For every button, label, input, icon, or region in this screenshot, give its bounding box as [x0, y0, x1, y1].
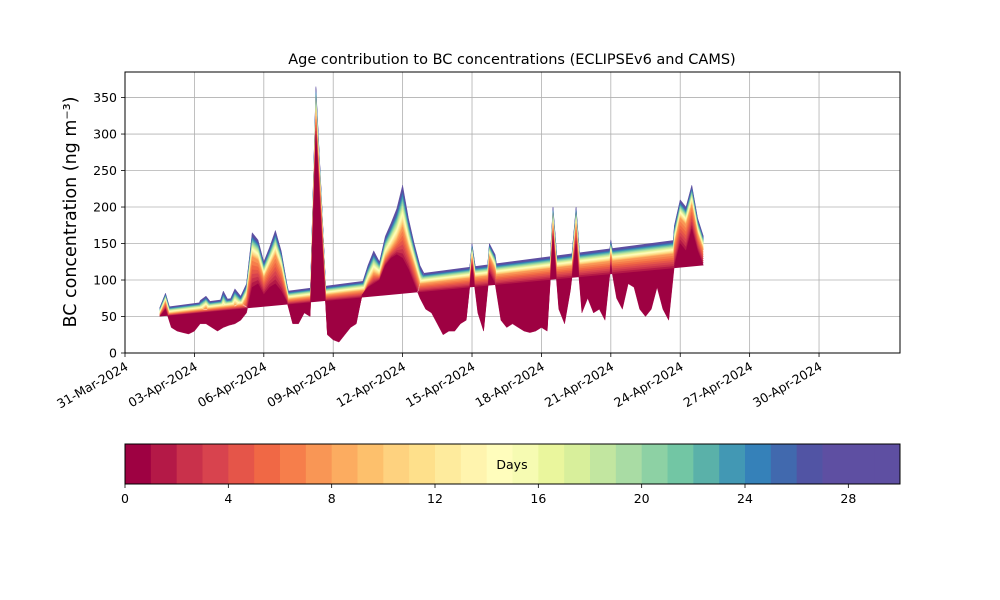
colorbar-cell: [460, 444, 488, 484]
x-tick-label: 27-Apr-2024: [681, 359, 755, 411]
colorbar-tick-label: 24: [737, 491, 753, 506]
x-tick-label: 12-Apr-2024: [334, 359, 408, 411]
colorbar-tick-label: 4: [224, 491, 232, 506]
colorbar-cells: [125, 444, 901, 484]
y-tick-label: 200: [93, 200, 117, 215]
colorbar-cell: [125, 444, 152, 484]
colorbar-cell: [305, 444, 333, 484]
x-tick-label: 21-Apr-2024: [542, 359, 616, 411]
colorbar-cell: [796, 444, 823, 484]
colorbar-tick-label: 8: [328, 491, 336, 506]
colorbar-cell: [228, 444, 255, 484]
y-tick-label: 50: [101, 309, 117, 324]
colorbar-tick-label: 20: [634, 491, 650, 506]
colorbar-cell: [176, 444, 203, 484]
colorbar-cell: [822, 444, 849, 484]
plot-frame: [124, 71, 901, 354]
colorbar-cell: [667, 444, 694, 484]
stacked-areas: [159, 86, 704, 343]
colorbar-cell: [564, 444, 591, 484]
x-axis-ticks: 31-Mar-202403-Apr-202406-Apr-202409-Apr-…: [54, 353, 825, 412]
colorbar-cell: [538, 444, 565, 484]
colorbar-cell: [693, 444, 720, 484]
y-tick-label: 0: [109, 346, 117, 361]
colorbar-cell: [641, 444, 668, 484]
colorbar-cell: [357, 444, 384, 484]
x-tick-label: 06-Apr-2024: [195, 359, 269, 411]
colorbar-ticks: 0 4 8 12 16 20 24 28: [121, 484, 856, 506]
y-tick-label: 350: [93, 90, 117, 105]
colorbar-cell: [331, 444, 358, 484]
colorbar-cell: [745, 444, 772, 484]
colorbar-cell: [848, 444, 875, 484]
x-tick-label: 24-Apr-2024: [611, 359, 685, 411]
colorbar-tick-label: 28: [840, 491, 856, 506]
colorbar-cell: [486, 444, 513, 484]
colorbar-cell: [202, 444, 229, 484]
colorbar-cell: [150, 444, 178, 484]
y-tick-label: 250: [93, 163, 117, 178]
x-tick-label: 15-Apr-2024: [403, 359, 477, 411]
colorbar-label: Days: [496, 457, 527, 472]
colorbar-frame: [124, 443, 901, 485]
colorbar-cell: [280, 444, 307, 484]
colorbar-tick-label: 0: [121, 491, 129, 506]
y-tick-label: 300: [93, 127, 117, 142]
age-band-0: [159, 133, 704, 343]
colorbar-cell: [435, 444, 462, 484]
x-tick-label: 09-Apr-2024: [264, 359, 338, 411]
y-axis-label: BC concentration (ng m⁻³): [61, 97, 81, 328]
colorbar-cell: [590, 444, 617, 484]
colorbar-cell: [874, 444, 901, 484]
chart-title: Age contribution to BC concentrations (E…: [288, 52, 735, 68]
y-tick-label: 150: [93, 236, 117, 251]
colorbar-cell: [615, 444, 643, 484]
colorbar-tick-label: 16: [530, 491, 546, 506]
x-tick-label: 30-Apr-2024: [750, 359, 824, 411]
colorbar-tick-label: 12: [427, 491, 443, 506]
colorbar-cell: [409, 444, 436, 484]
x-tick-label: 18-Apr-2024: [472, 359, 546, 411]
y-axis-ticks: 0 50 100 150 200 250 300 350: [93, 90, 125, 361]
colorbar-cell: [383, 444, 410, 484]
colorbar: Days 0 4 8 12 16 20 24 28: [121, 443, 901, 506]
colorbar-cell: [254, 444, 281, 484]
y-tick-label: 100: [93, 273, 117, 288]
colorbar-cell: [512, 444, 539, 484]
colorbar-cell: [770, 444, 798, 484]
x-tick-label: 31-Mar-2024: [54, 359, 130, 412]
plot-area: 0 50 100 150 200 250 300 350 31-Mar-202403-Apr-…: [54, 71, 901, 412]
x-tick-label: 03-Apr-2024: [125, 359, 199, 411]
colorbar-cell: [719, 444, 746, 484]
